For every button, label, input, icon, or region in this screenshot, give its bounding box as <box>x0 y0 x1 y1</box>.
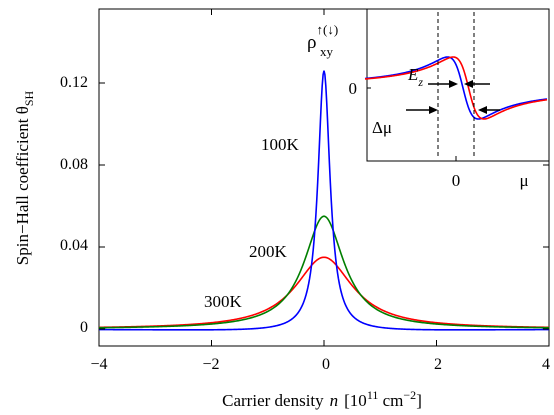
y-tick-label: 0.12 <box>60 74 88 91</box>
inset-ez-arrow-right <box>464 80 490 88</box>
x-tick-label: 0 <box>322 356 330 373</box>
inset-curves <box>364 56 548 120</box>
x-tick-label: 4 <box>542 356 550 373</box>
inset-ez-label-sub: z <box>417 75 423 89</box>
x-axis-title-var: n <box>330 391 339 410</box>
series-line-100k <box>99 70 549 331</box>
inset-dmu-arrow-right <box>478 106 500 114</box>
inset-y-axis-label: ρ↑(↓) xy <box>307 22 338 59</box>
inset-ez-label: Ez <box>407 65 423 89</box>
series-line-300k <box>98 256 550 329</box>
inset-y-axis-label-main: ρ <box>307 32 316 53</box>
y-tick-label: 0 <box>80 319 88 336</box>
inset-dmu-label: Δμ <box>372 118 392 137</box>
inset-x-tick-label: 0 <box>452 171 461 190</box>
x-axis-title-unit: [10 <box>344 391 367 410</box>
inset-plot: 0 0 μ ρ↑(↓) xy Ez Δμ <box>307 8 550 190</box>
curve-label-200k: 200K <box>249 242 288 261</box>
x-axis-title-main: Carrier density <box>222 391 324 410</box>
x-axis-title-exp2: −2 <box>403 388 416 402</box>
main-curves <box>98 70 550 331</box>
inset-y-axis-label-sub: xy <box>320 44 334 59</box>
y-tick-label: 0.08 <box>60 156 88 173</box>
x-tick-label: −4 <box>90 356 107 373</box>
x-axis-title-unit2: cm <box>378 391 403 410</box>
inset-ez-label-main: E <box>407 65 419 84</box>
inset-y-tick-label: 0 <box>349 79 358 98</box>
inset-frame <box>366 8 550 162</box>
y-axis-title: Spin−Hall coefficient θSH <box>13 90 36 265</box>
inset-ez-arrow-left <box>428 80 458 88</box>
x-tick-label: −2 <box>202 356 219 373</box>
curve-label-100k: 100K <box>261 135 300 154</box>
inset-x-axis-label: μ <box>519 171 528 190</box>
y-axis-title-main: Spin−Hall coefficient θ <box>13 106 32 265</box>
series-line-200k <box>98 215 550 329</box>
x-tick-label: 2 <box>434 356 442 373</box>
y-axis-title-sub: SH <box>22 90 36 106</box>
x-axis-title-close: ] <box>416 391 422 410</box>
inset-y-axis-label-sup: ↑(↓) <box>316 22 338 37</box>
inset-series-line-red <box>364 56 548 120</box>
inset-dmu-arrow-left <box>406 106 438 114</box>
x-axis-title-exp1: 11 <box>367 388 379 402</box>
x-axis-title: Carrier density n [1011 cm−2] <box>222 388 422 410</box>
main-plot: 0 0.04 0.08 0.12 −4 −2 0 2 4 Carrier den… <box>13 8 550 410</box>
inset-series-line-blue <box>364 56 548 120</box>
y-tick-label: 0.04 <box>60 237 88 254</box>
curve-label-300k: 300K <box>204 292 243 311</box>
